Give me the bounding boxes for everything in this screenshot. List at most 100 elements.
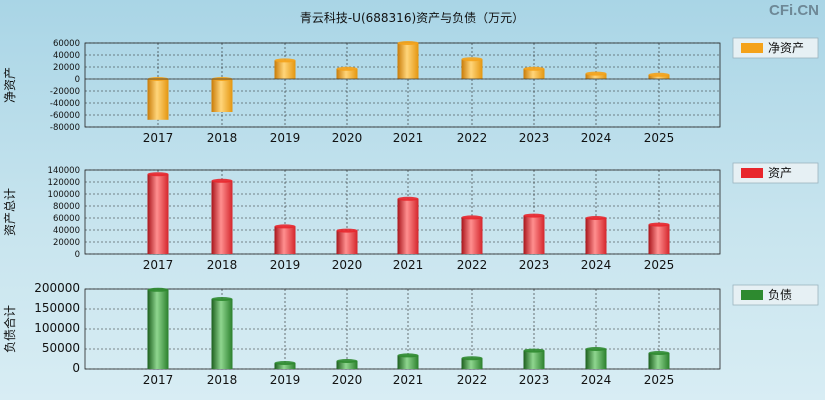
bar xyxy=(274,363,296,369)
x-tick-label: 2021 xyxy=(393,131,424,145)
bar xyxy=(648,74,670,79)
bar xyxy=(397,198,419,254)
x-tick-label: 2025 xyxy=(644,373,675,387)
y-tick-label: 80000 xyxy=(53,202,80,212)
y-tick-label: 100000 xyxy=(34,321,80,335)
x-tick-label: 2018 xyxy=(207,258,238,272)
x-tick-label: 2022 xyxy=(457,373,488,387)
y-tick-label: 140000 xyxy=(48,166,80,176)
bar-cap xyxy=(336,359,358,363)
x-tick-label: 2023 xyxy=(519,131,550,145)
bar xyxy=(397,43,419,79)
bar-cap xyxy=(461,215,483,220)
bar-cap xyxy=(585,71,607,76)
legend-swatch xyxy=(741,290,763,300)
bar xyxy=(461,217,483,254)
y-tick-label: 120000 xyxy=(48,178,80,188)
x-tick-label: 2019 xyxy=(270,131,301,145)
y-tick-label: 100000 xyxy=(48,190,80,200)
y-tick-label: 60000 xyxy=(53,39,80,49)
bar xyxy=(461,358,483,369)
bar xyxy=(147,174,169,254)
bar xyxy=(147,289,169,369)
x-tick-label: 2021 xyxy=(393,373,424,387)
x-tick-label: 2020 xyxy=(332,373,363,387)
x-tick-label: 2024 xyxy=(581,258,612,272)
bar-cap xyxy=(274,58,296,63)
y-tick-label: -80000 xyxy=(50,123,80,133)
bar-cap xyxy=(648,222,670,227)
x-tick-label: 2020 xyxy=(332,131,363,145)
y-tick-label: 0 xyxy=(72,361,80,375)
y-tick-label: 0 xyxy=(75,250,80,260)
bar-cap xyxy=(336,66,358,71)
bar-cap xyxy=(523,66,545,71)
y-tick-label: 50000 xyxy=(42,341,80,355)
y-axis-label: 净资产 xyxy=(3,67,17,103)
x-tick-label: 2020 xyxy=(332,258,363,272)
bar xyxy=(648,224,670,254)
bar xyxy=(461,59,483,79)
y-tick-label: 20000 xyxy=(53,63,80,73)
x-tick-label: 2023 xyxy=(519,373,550,387)
bar xyxy=(523,215,545,254)
bar xyxy=(585,218,607,254)
y-tick-label: 0 xyxy=(75,75,80,85)
legend-swatch xyxy=(741,168,763,178)
bar xyxy=(585,73,607,79)
y-tick-label: 20000 xyxy=(53,238,80,248)
bar-cap xyxy=(274,224,296,229)
bar xyxy=(397,355,419,369)
bar xyxy=(648,353,670,369)
bar-cap xyxy=(397,41,419,45)
bar-cap xyxy=(397,196,419,201)
chart-title: 青云科技-U(688316)资产与负债（万元） xyxy=(300,11,524,25)
y-tick-label: 60000 xyxy=(53,214,80,224)
y-tick-label: -60000 xyxy=(50,111,80,121)
bar xyxy=(523,350,545,369)
bar-cap xyxy=(147,287,169,292)
bar-cap xyxy=(523,348,545,353)
x-tick-label: 2024 xyxy=(581,131,612,145)
y-axis-label: 负债合计 xyxy=(2,305,17,353)
x-tick-label: 2018 xyxy=(207,131,238,145)
x-tick-label: 2018 xyxy=(207,373,238,387)
x-tick-label: 2017 xyxy=(143,373,174,387)
legend-swatch xyxy=(741,43,763,53)
x-tick-label: 2022 xyxy=(457,131,488,145)
bar-cap xyxy=(461,356,483,361)
bar xyxy=(211,180,233,254)
y-tick-label: 40000 xyxy=(53,51,80,61)
bar-cap xyxy=(147,172,169,177)
legend-label: 负债 xyxy=(768,288,792,302)
x-tick-label: 2017 xyxy=(143,131,174,145)
x-tick-label: 2022 xyxy=(457,258,488,272)
y-tick-label: -20000 xyxy=(50,87,80,97)
bar-cap xyxy=(274,361,296,365)
x-tick-label: 2017 xyxy=(143,258,174,272)
legend-label: 净资产 xyxy=(768,41,804,55)
bar xyxy=(523,68,545,79)
bar-cap xyxy=(397,353,419,358)
x-tick-label: 2021 xyxy=(393,258,424,272)
bar-cap xyxy=(523,213,545,218)
bar xyxy=(211,299,233,369)
bar xyxy=(336,68,358,79)
legend-label: 资产 xyxy=(768,166,792,180)
bar xyxy=(274,226,296,254)
y-tick-label: 150000 xyxy=(34,301,80,315)
bar-cap xyxy=(585,216,607,220)
bar xyxy=(336,361,358,369)
bar-cap xyxy=(211,297,233,301)
watermark: CFi.CN xyxy=(769,2,819,19)
bar xyxy=(211,79,233,112)
bar xyxy=(274,60,296,79)
x-tick-label: 2019 xyxy=(270,258,301,272)
y-tick-label: -40000 xyxy=(50,99,80,109)
x-tick-label: 2025 xyxy=(644,131,675,145)
bar-cap xyxy=(648,72,670,77)
y-tick-label: 200000 xyxy=(34,281,80,295)
bar xyxy=(147,79,169,120)
